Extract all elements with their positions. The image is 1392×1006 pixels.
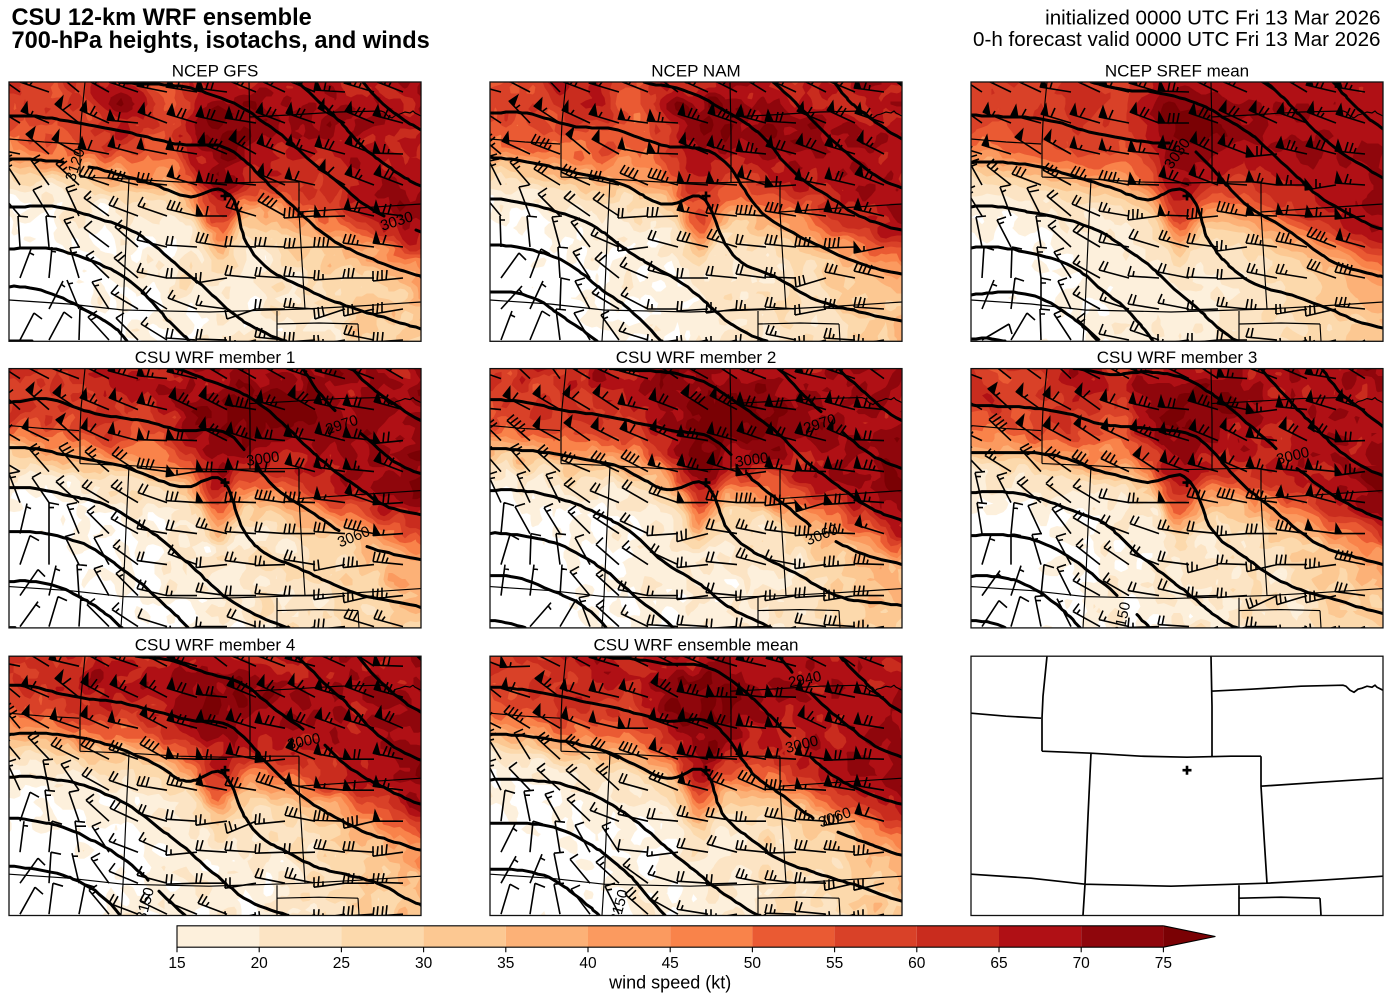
svg-text:55: 55 (826, 955, 843, 972)
svg-text:CSU WRF member 4: CSU WRF member 4 (135, 636, 296, 655)
svg-text:CSU WRF member 1: CSU WRF member 1 (135, 348, 296, 367)
svg-text:70: 70 (1073, 955, 1091, 972)
svg-text:initialized 0000 UTC Fri 13 Ma: initialized 0000 UTC Fri 13 Mar 2026 (1045, 7, 1380, 30)
svg-text:30: 30 (415, 955, 433, 972)
svg-text:0-h forecast valid 0000 UTC Fr: 0-h forecast valid 0000 UTC Fri 13 Mar 2… (973, 28, 1380, 51)
svg-text:wind speed (kt): wind speed (kt) (608, 973, 731, 993)
svg-text:20: 20 (251, 955, 269, 972)
svg-text:25: 25 (333, 955, 350, 972)
svg-text:35: 35 (497, 955, 514, 972)
svg-text:3000: 3000 (734, 449, 769, 470)
svg-text:3000: 3000 (245, 448, 280, 469)
svg-text:NCEP NAM: NCEP NAM (651, 62, 740, 81)
svg-text:3000: 3000 (286, 730, 322, 754)
svg-text:40: 40 (579, 955, 597, 972)
svg-text:65: 65 (990, 955, 1007, 972)
svg-text:45: 45 (662, 955, 679, 972)
svg-text:NCEP GFS: NCEP GFS (172, 62, 259, 81)
svg-text:CSU WRF member 3: CSU WRF member 3 (1097, 348, 1258, 367)
svg-text:2940: 2940 (787, 668, 823, 692)
svg-text:700-hPa heights, isotachs, and: 700-hPa heights, isotachs, and winds (12, 28, 430, 54)
svg-text:NCEP SREF mean: NCEP SREF mean (1105, 62, 1249, 81)
svg-text:50: 50 (744, 955, 762, 972)
svg-text:CSU WRF ensemble mean: CSU WRF ensemble mean (593, 636, 798, 655)
svg-text:15: 15 (168, 955, 185, 972)
svg-text:60: 60 (908, 955, 926, 972)
svg-text:75: 75 (1155, 955, 1172, 972)
svg-text:CSU WRF member 2: CSU WRF member 2 (616, 348, 777, 367)
svg-text:CSU 12-km WRF ensemble: CSU 12-km WRF ensemble (12, 5, 312, 31)
